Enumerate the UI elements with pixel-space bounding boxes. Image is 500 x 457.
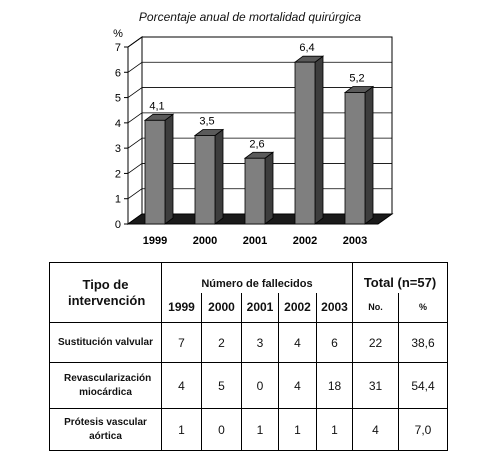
total-no-cell: 22	[352, 322, 399, 363]
gridline-side	[127, 188, 143, 200]
table-row: Prótesis vascular aórtica 1 0 1 1 1 4 7,…	[49, 408, 449, 451]
total-pct-cell: 7,0	[397, 408, 449, 451]
bar-side	[214, 128, 224, 225]
gridline-side	[127, 36, 143, 48]
y-tick-label: 3	[115, 143, 121, 155]
bar	[244, 157, 266, 225]
row-label: Prótesis vascular aórtica	[49, 408, 162, 451]
table-cell: 0	[201, 408, 242, 451]
table-cell: 7	[161, 322, 202, 363]
table-subheader-row: 1999 2000 2001 2002 2003 No. %	[50, 292, 449, 323]
total-pct-header: %	[397, 292, 449, 323]
table-row: Revascularización miocárdica 4 5 0 4 18 …	[49, 362, 449, 409]
y-tick-label: 4	[115, 118, 121, 130]
year-header: 2003	[316, 292, 353, 323]
total-no-cell: 4	[352, 408, 399, 451]
bar	[294, 61, 316, 225]
gridline-side	[127, 112, 143, 124]
gridline-side	[127, 137, 143, 149]
gridline-side	[127, 61, 143, 73]
row-label: Sustitución valvular	[49, 322, 162, 363]
bar-side	[364, 85, 374, 225]
total-pct-cell: 54,4	[397, 362, 449, 409]
table-cell: 6	[316, 322, 353, 363]
table-cell: 0	[241, 362, 279, 409]
table-row: Sustitución valvular 7 2 3 4 6 22 38,6	[49, 322, 449, 363]
chart-title: Porcentaje anual de mortalidad quirúrgic…	[138, 10, 362, 24]
year-header: 2002	[278, 292, 317, 323]
table-cell: 18	[316, 362, 353, 409]
bar-side	[164, 113, 174, 225]
total-header: Total (n=57)	[351, 262, 449, 293]
data-label: 3,5	[199, 116, 214, 128]
y-tick-label: 1	[115, 194, 121, 206]
x-tick-label: 2000	[193, 235, 217, 247]
y-tick-label: 2	[115, 168, 121, 180]
x-tick-label: 2002	[293, 235, 317, 247]
table-cell: 1	[161, 408, 202, 451]
tipo-header: Tipo de intervención	[49, 262, 162, 323]
bar	[144, 119, 166, 225]
total-no-cell: 31	[352, 362, 399, 409]
y-axis-label: %	[113, 28, 123, 40]
table-cell: 5	[201, 362, 242, 409]
total-no-header: No.	[352, 292, 399, 323]
total-pct-cell: 38,6	[397, 322, 449, 363]
year-header: 2001	[241, 292, 279, 323]
bar-chart: 0 1 2 3 4 5 6 7% 4,1 1999 3,5 2000 2,6 2001 6,4 2002 5,2…	[113, 28, 394, 247]
data-label: 2,6	[249, 138, 264, 150]
table-cell: 2	[201, 322, 242, 363]
table-cell: 4	[278, 362, 317, 409]
data-label: 5,2	[349, 73, 364, 85]
fallecidos-header: Número de fallecidos	[161, 262, 353, 293]
y-tick-label: 0	[115, 219, 121, 231]
year-header: 2000	[201, 292, 242, 323]
table-cell: 3	[241, 322, 279, 363]
data-label: 6,4	[299, 42, 314, 54]
table-cell: 4	[161, 362, 202, 409]
bar-side	[264, 151, 274, 225]
bar	[344, 92, 366, 225]
table-header-row: Tipo de intervención Número de fallecido…	[49, 262, 449, 323]
table-cell: 4	[278, 322, 317, 363]
y-tick-label: 7	[115, 42, 121, 54]
year-header: 1999	[161, 292, 202, 323]
y-tick-label: 6	[115, 67, 121, 79]
y-tick-label: 5	[115, 93, 121, 105]
x-tick-label: 2001	[243, 235, 267, 247]
plot-side-wall	[127, 36, 143, 225]
row-label: Revascularización miocárdica	[49, 362, 162, 409]
table-cell: 1	[278, 408, 317, 451]
table-cell: 1	[241, 408, 279, 451]
bar-side	[314, 55, 324, 225]
mortality-table: Tipo de intervención Número de fallecido…	[49, 262, 449, 451]
data-label: 4,1	[149, 100, 164, 112]
gridline-side	[127, 87, 143, 98]
bar	[194, 135, 216, 225]
gridline-side	[127, 163, 143, 174]
x-tick-label: 2003	[343, 235, 367, 247]
x-tick-label: 1999	[143, 235, 167, 247]
table-cell: 1	[316, 408, 353, 451]
